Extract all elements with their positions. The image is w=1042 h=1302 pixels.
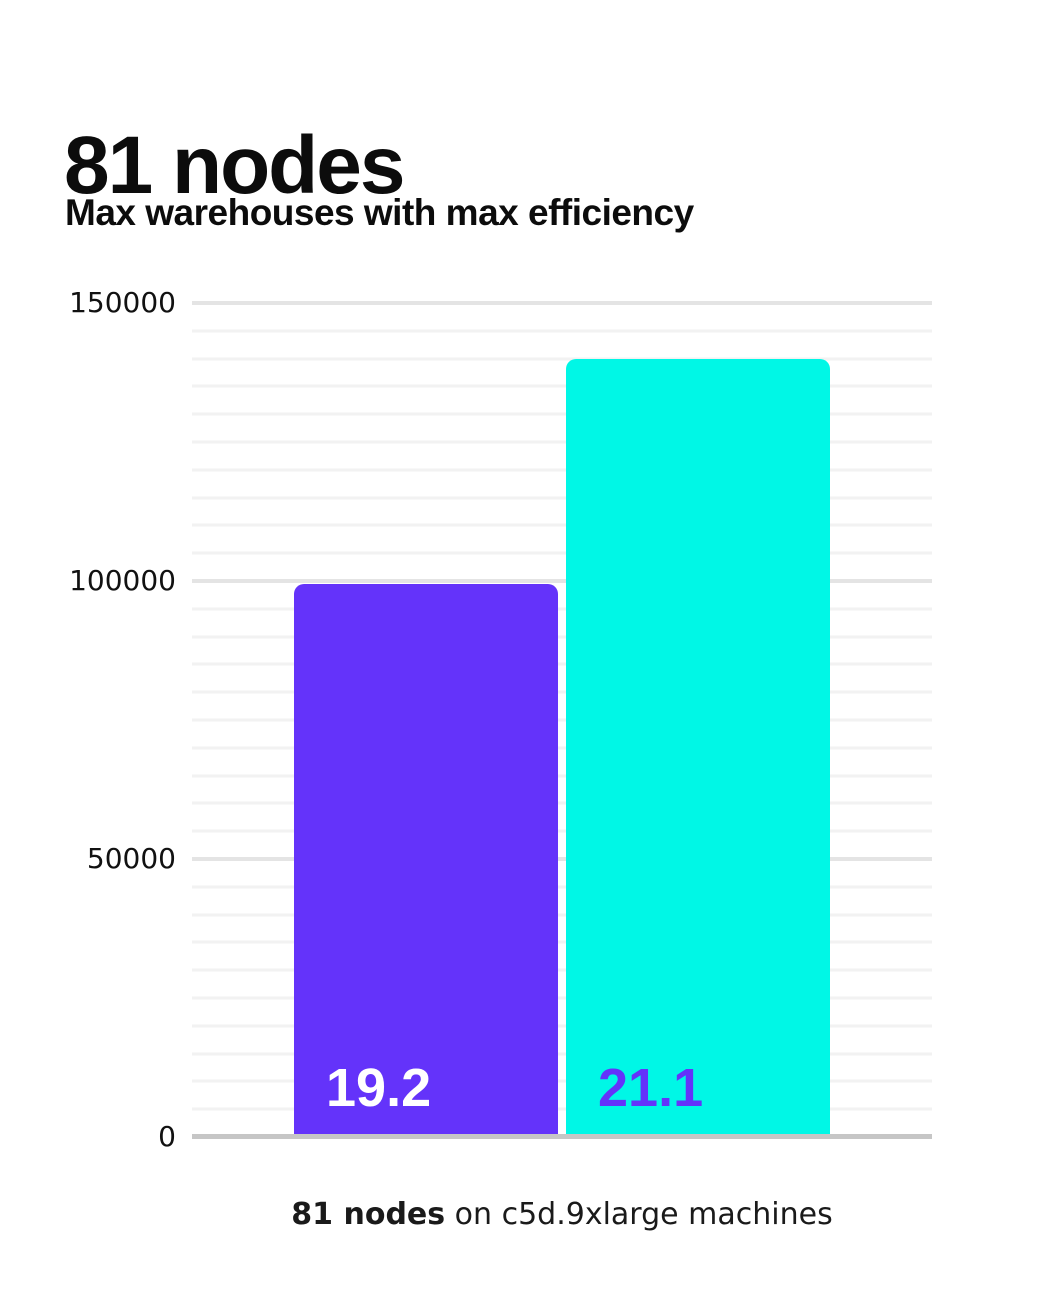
gridline xyxy=(192,329,932,333)
gridline xyxy=(192,384,932,388)
bar-purple-value-label: 19.2 xyxy=(326,1058,432,1118)
x-axis-baseline xyxy=(192,1134,932,1139)
gridline xyxy=(192,301,932,305)
gridline xyxy=(192,440,932,444)
gridline xyxy=(192,1079,932,1083)
gridline xyxy=(192,635,932,639)
gridline xyxy=(192,940,932,944)
gridline xyxy=(192,579,932,583)
page-title: 81 nodes xyxy=(64,119,405,211)
y-tick-label: 0 xyxy=(158,1120,176,1153)
y-tick-label: 50000 xyxy=(86,842,176,875)
gridline xyxy=(192,523,932,527)
bar-cyan-value-label: 21.1 xyxy=(598,1058,704,1118)
gridline xyxy=(192,774,932,778)
gridline xyxy=(192,996,932,1000)
gridline xyxy=(192,1024,932,1028)
gridline xyxy=(192,468,932,472)
gridline xyxy=(192,718,932,722)
y-axis: 0 50000 100000 150000 xyxy=(56,287,176,1153)
gridline xyxy=(192,829,932,833)
chart-card: 81 nodes Max warehouses with max efficie… xyxy=(56,119,932,1234)
gridline xyxy=(192,496,932,500)
y-tick-label: 100000 xyxy=(69,564,176,597)
caption: 81 nodes on c5d.9xlarge machines xyxy=(192,1196,932,1234)
gridline xyxy=(192,857,932,861)
bar-purple: 19.2 xyxy=(294,583,558,1137)
page-subtitle: Max warehouses with max efficiency xyxy=(65,191,694,233)
caption-regular-text: on c5d.9xlarge machines xyxy=(445,1197,833,1232)
caption-bold-text: 81 nodes xyxy=(291,1197,446,1232)
gridline xyxy=(192,801,932,805)
gridline xyxy=(192,1107,932,1111)
gridline xyxy=(192,412,932,416)
gridline xyxy=(192,690,932,694)
gridline xyxy=(192,1052,932,1056)
plot-area: 19.2 21.1 xyxy=(192,301,932,1139)
gridline xyxy=(192,662,932,666)
gridline xyxy=(192,607,932,611)
gridline xyxy=(192,746,932,750)
gridline xyxy=(192,357,932,361)
y-tick-label: 150000 xyxy=(69,286,176,319)
gridline xyxy=(192,885,932,889)
bar-cyan: 21.1 xyxy=(566,358,830,1137)
gridline xyxy=(192,968,932,972)
gridline xyxy=(192,551,932,555)
bar-chart: 0 50000 100000 150000 19.2 21.1 xyxy=(56,287,932,1153)
gridline xyxy=(192,913,932,917)
